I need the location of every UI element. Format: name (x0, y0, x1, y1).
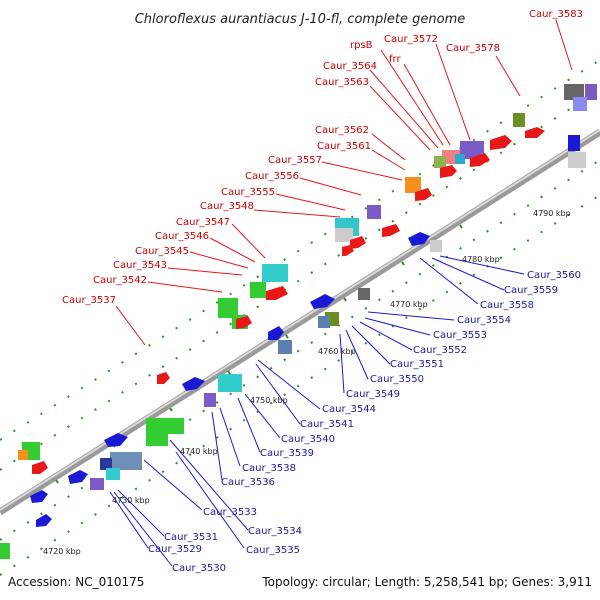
gene-box (18, 450, 28, 460)
gene-box (146, 430, 168, 446)
gene-label: Caur_3558 (480, 300, 534, 311)
gene-box (335, 228, 353, 242)
gene-label: Caur_3560 (527, 270, 581, 281)
gene-label: frr (389, 54, 401, 65)
gene-label: Caur_3554 (457, 315, 511, 326)
gene-box (318, 316, 330, 328)
gene-box (90, 478, 104, 490)
scale-label: 4740 kbp (180, 447, 218, 456)
gene-label: Caur_3542 (93, 275, 147, 286)
genome-title: Chloroflexus aurantiacus J-10-fl, comple… (135, 12, 466, 27)
scale-label: 4780 kbp (462, 255, 500, 264)
gene-box (367, 205, 381, 219)
gene-label: Caur_3578 (446, 43, 500, 54)
scale-label: 4750 kbp (250, 396, 288, 405)
scale-label: 4720 kbp (43, 547, 81, 556)
gene-box (278, 340, 292, 354)
gene-box (250, 282, 266, 298)
gene-box (110, 452, 142, 470)
gene-label: Caur_3550 (370, 374, 424, 385)
gene-label: Caur_3534 (248, 526, 302, 537)
scale-labels: 4720 kbp 4730 kbp 4740 kbp 4750 kbp 4760… (43, 209, 571, 556)
gene-box (568, 152, 586, 168)
gene-box (218, 374, 242, 392)
gene-label: Caur_3553 (433, 330, 487, 341)
gene-box (513, 113, 525, 127)
gene-label: Caur_3545 (135, 246, 189, 257)
gene-label: Caur_3536 (221, 477, 275, 488)
gene-label: Caur_3564 (323, 61, 377, 72)
gene-box (460, 141, 484, 159)
gene-features (0, 84, 597, 559)
gene-box (568, 135, 580, 151)
gene-label: Caur_3559 (504, 285, 558, 296)
scale-label: 4760 kbp (318, 347, 356, 356)
gene-label: Caur_3539 (260, 448, 314, 459)
gene-label: Caur_3547 (176, 217, 230, 228)
gene-box (573, 97, 587, 111)
gene-box (100, 458, 112, 470)
gene-label: Caur_3543 (113, 260, 167, 271)
gene-label: Caur_3529 (148, 544, 202, 555)
gene-label: Caur_3531 (164, 532, 218, 543)
gene-label: rpsB (350, 40, 373, 51)
gene-box (262, 264, 288, 282)
gene-label: Caur_3551 (390, 359, 444, 370)
lower-gene-labels: Caur_3560 Caur_3559 Caur_3558 Caur_3554 … (148, 270, 581, 574)
gene-label: Caur_3552 (413, 345, 467, 356)
gene-label: Caur_3548 (200, 201, 254, 212)
gene-box (204, 393, 216, 407)
gene-label: Caur_3537 (62, 295, 116, 306)
gene-label: Caur_3549 (346, 389, 400, 400)
gene-box (106, 468, 120, 480)
gene-box (405, 177, 421, 193)
accession-text: Accession: NC_010175 (8, 575, 144, 589)
gene-label: Caur_3556 (245, 171, 299, 182)
gene-label: Caur_3557 (268, 155, 322, 166)
gene-label: Caur_3541 (300, 419, 354, 430)
gene-label: Caur_3544 (322, 404, 376, 415)
gene-label: Caur_3546 (155, 231, 209, 242)
gene-label: Caur_3563 (315, 77, 369, 88)
gene-box (0, 543, 10, 559)
gene-label: Caur_3562 (315, 125, 369, 136)
gene-label: Caur_3583 (529, 9, 583, 20)
scale-label: 4730 kbp (112, 496, 150, 505)
scale-label: 4770 kbp (390, 300, 428, 309)
gene-box (564, 84, 584, 100)
gene-arrows (30, 127, 545, 527)
gene-box (585, 84, 597, 100)
gene-label: Caur_3555 (221, 187, 275, 198)
label-leaders (109, 19, 573, 567)
scale-label: 4790 kbp (533, 209, 571, 218)
gene-label: Caur_3572 (384, 34, 438, 45)
gene-box (434, 156, 446, 168)
gene-label: Caur_3533 (203, 507, 257, 518)
upper-gene-labels: Caur_3583 Caur_3572 Caur_3578 rpsB frr C… (62, 9, 583, 306)
gene-box (430, 240, 442, 252)
gene-label: Caur_3535 (246, 545, 300, 556)
gene-label: Caur_3540 (281, 434, 335, 445)
gene-label: Caur_3561 (317, 141, 371, 152)
gene-label: Caur_3530 (172, 563, 226, 574)
gene-box (358, 288, 370, 300)
gene-box (455, 154, 465, 164)
gene-box (218, 298, 238, 318)
genome-summary-text: Topology: circular; Length: 5,258,541 bp… (261, 575, 592, 589)
genome-backbone (0, 129, 600, 515)
gene-label: Caur_3538 (242, 463, 296, 474)
